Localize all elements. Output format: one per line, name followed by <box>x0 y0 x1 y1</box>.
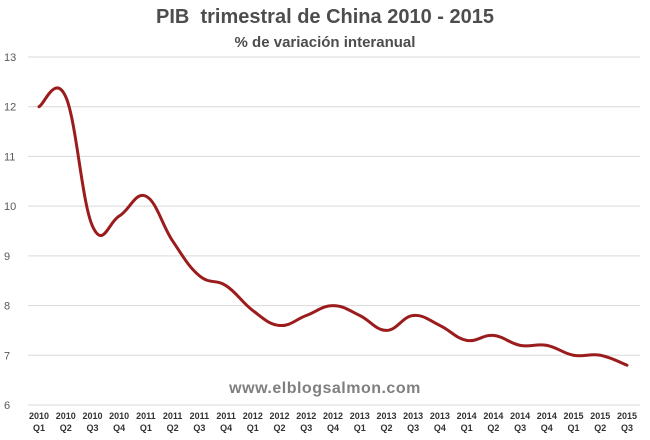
data-point <box>519 344 522 347</box>
x-tick-year: 2012 <box>270 411 290 421</box>
y-tick-label: 11 <box>4 151 15 163</box>
data-point <box>305 314 308 317</box>
x-tick-year: 2013 <box>403 411 423 421</box>
x-tick-quarter: Q1 <box>461 423 473 433</box>
data-point <box>198 274 201 277</box>
x-tick-quarter: Q3 <box>621 423 633 433</box>
x-tick-quarter: Q3 <box>193 423 205 433</box>
x-tick-year: 2010 <box>109 411 129 421</box>
x-tick-quarter: Q1 <box>247 423 259 433</box>
x-tick-year: 2013 <box>430 411 450 421</box>
y-tick-label: 8 <box>4 301 10 313</box>
y-tick-label: 9 <box>4 251 10 263</box>
x-tick-year: 2014 <box>537 411 557 421</box>
chart-title: PIB trimestral de China 2010 - 2015 <box>156 6 494 28</box>
x-tick-quarter: Q2 <box>594 423 606 433</box>
x-tick-quarter: Q4 <box>113 423 125 433</box>
data-point <box>626 364 629 367</box>
data-point <box>251 309 254 312</box>
x-tick-year: 2010 <box>82 411 102 421</box>
x-tick-quarter: Q2 <box>167 423 179 433</box>
x-tick-year: 2014 <box>483 411 503 421</box>
x-tick-quarter: Q2 <box>487 423 499 433</box>
x-tick-year: 2015 <box>617 411 637 421</box>
x-tick-quarter: Q3 <box>407 423 419 433</box>
x-tick-quarter: Q2 <box>274 423 286 433</box>
data-point <box>412 314 415 317</box>
data-point <box>118 215 121 218</box>
x-tick-quarter: Q3 <box>514 423 526 433</box>
x-tick-year: 2014 <box>457 411 477 421</box>
x-tick-year: 2010 <box>29 411 49 421</box>
x-tick-year: 2011 <box>190 411 210 421</box>
x-tick-quarter: Q4 <box>541 423 553 433</box>
data-point <box>599 354 602 357</box>
x-tick-quarter: Q1 <box>354 423 366 433</box>
x-tick-year: 2013 <box>376 411 396 421</box>
data-point <box>465 339 468 342</box>
data-point <box>225 284 228 287</box>
x-tick-quarter: Q1 <box>568 423 580 433</box>
series-line-gdp <box>37 86 629 367</box>
data-point <box>438 324 441 327</box>
x-tick-quarter: Q4 <box>434 423 446 433</box>
x-tick-year: 2015 <box>564 411 584 421</box>
data-point <box>64 95 67 98</box>
y-tick-label: 12 <box>4 102 16 114</box>
data-point <box>171 239 174 242</box>
x-tick-year: 2013 <box>350 411 370 421</box>
x-tick-year: 2011 <box>216 411 236 421</box>
y-tick-label: 6 <box>4 400 10 412</box>
x-tick-year: 2012 <box>296 411 316 421</box>
data-point <box>385 329 388 332</box>
x-tick-year: 2011 <box>136 411 156 421</box>
data-point <box>492 334 495 337</box>
x-tick-year: 2012 <box>323 411 343 421</box>
data-point <box>358 314 361 317</box>
data-point <box>38 105 41 108</box>
x-tick-year: 2011 <box>163 411 183 421</box>
y-tick-label: 13 <box>4 52 16 64</box>
data-point <box>572 354 575 357</box>
watermark-text: www.elblogsalmon.com <box>229 380 421 397</box>
x-tick-quarter: Q2 <box>380 423 392 433</box>
x-tick-year: 2012 <box>243 411 263 421</box>
data-point <box>144 195 147 198</box>
x-tick-year: 2014 <box>510 411 530 421</box>
data-point <box>545 344 548 347</box>
x-tick-quarter: Q3 <box>86 423 98 433</box>
data-point <box>91 225 94 228</box>
x-tick-quarter: Q1 <box>140 423 152 433</box>
x-tick-year: 2015 <box>590 411 610 421</box>
x-tick-quarter: Q1 <box>33 423 45 433</box>
x-tick-quarter: Q3 <box>300 423 312 433</box>
x-tick-quarter: Q2 <box>60 423 72 433</box>
x-tick-quarter: Q4 <box>220 423 232 433</box>
y-tick-label: 7 <box>4 350 10 362</box>
x-tick-year: 2010 <box>56 411 76 421</box>
x-tick-quarter: Q4 <box>327 423 339 433</box>
y-tick-label: 10 <box>4 201 16 213</box>
data-point <box>332 304 335 307</box>
data-point <box>278 324 281 327</box>
chart-subtitle: % de variación interanual <box>234 34 416 51</box>
